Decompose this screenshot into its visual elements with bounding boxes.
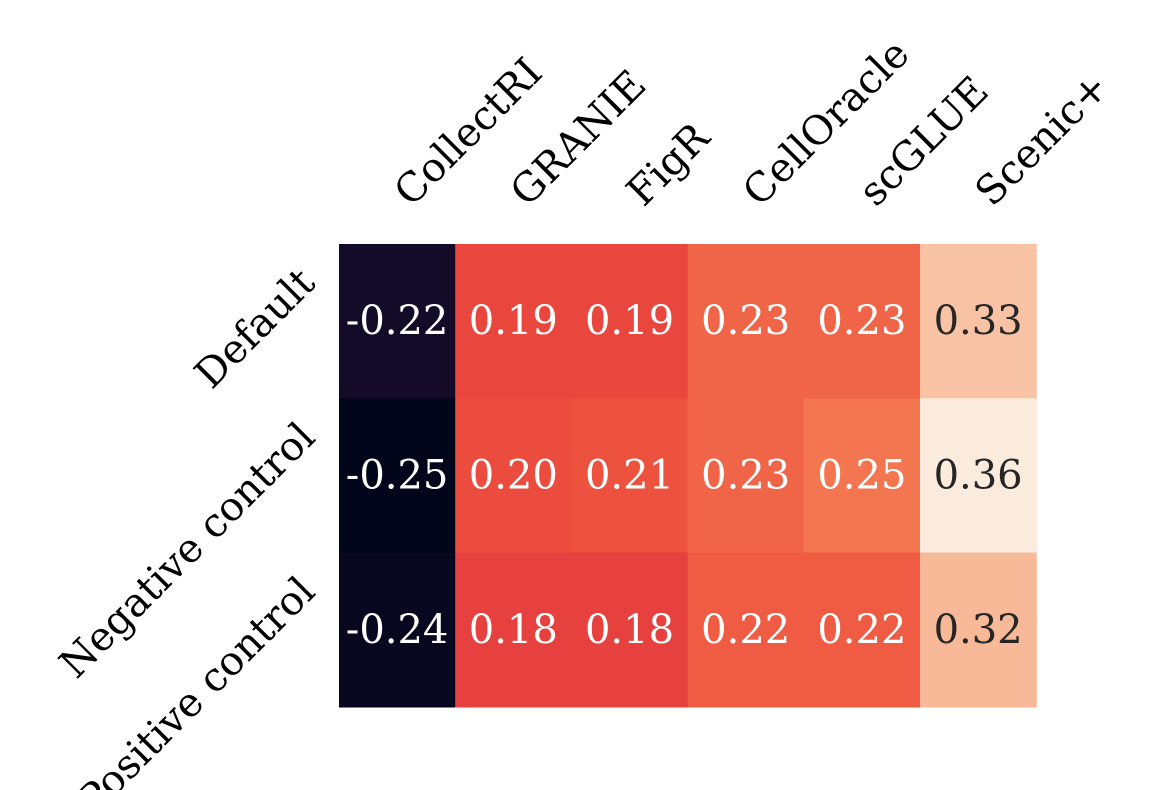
cell-value-default-celloracle: 0.23	[701, 298, 790, 344]
cell-value-positive-control-figr: 0.18	[585, 607, 674, 653]
heatmap-cell-default-celloracle	[687, 244, 805, 399]
column-label-figr: FigR	[618, 113, 720, 215]
heatmap-cells	[339, 244, 1037, 708]
cell-value-default-scglue: 0.23	[817, 298, 906, 344]
cell-value-positive-control-scenic: 0.32	[934, 607, 1023, 653]
cell-value-positive-control-celloracle: 0.22	[701, 607, 790, 653]
heatmap-cell-negative-control-scglue	[803, 398, 921, 554]
cell-value-default-figr: 0.19	[585, 298, 674, 344]
cell-value-negative-control-scglue: 0.25	[817, 452, 906, 498]
heatmap-cell-default-collectri	[339, 244, 456, 399]
heatmap-cell-negative-control-scenic	[920, 398, 1037, 554]
heatmap-cell-positive-control-collectri	[339, 552, 456, 708]
column-label-scenic: Scenic+	[967, 64, 1118, 215]
cell-value-default-collectri: -0.22	[346, 298, 449, 344]
cell-value-negative-control-celloracle: 0.23	[701, 452, 790, 498]
cell-value-default-scenic: 0.33	[934, 298, 1023, 344]
heatmap-cell-default-scglue	[803, 244, 921, 399]
heatmap-cell-negative-control-collectri	[339, 398, 456, 554]
row-label-negative-control: Negative control	[51, 414, 324, 687]
cell-value-negative-control-collectri: -0.25	[346, 452, 449, 498]
heatmap-cell-default-granie	[455, 244, 572, 399]
heatmap-cell-positive-control-scglue	[803, 552, 921, 708]
cell-value-default-granie: 0.19	[469, 298, 558, 344]
cell-value-negative-control-figr: 0.21	[585, 452, 674, 498]
heatmap-cell-negative-control-celloracle	[687, 398, 805, 554]
heatmap-cell-positive-control-celloracle	[687, 552, 805, 708]
cell-value-positive-control-scglue: 0.22	[817, 607, 906, 653]
cell-value-negative-control-granie: 0.20	[469, 452, 558, 498]
row-label-default: Default	[186, 260, 324, 398]
cell-value-labels: -0.22 0.19 0.19 0.23 0.23 0.33 -0.25 0.20 0.21 0.…	[346, 298, 1023, 653]
cell-value-negative-control-scenic: 0.36	[934, 452, 1023, 498]
cell-value-positive-control-granie: 0.18	[469, 607, 558, 653]
heatmap-cell-negative-control-granie	[455, 398, 572, 554]
heatmap-cell-positive-control-figr	[571, 552, 689, 708]
heatmap-cell-default-figr	[571, 244, 689, 399]
cell-value-positive-control-collectri: -0.24	[346, 607, 449, 653]
heatmap-cell-positive-control-granie	[455, 552, 572, 708]
heatmap-cell-positive-control-scenic	[920, 552, 1037, 708]
heatmap-cell-negative-control-figr	[571, 398, 689, 554]
heatmap-cell-default-scenic	[920, 244, 1037, 399]
